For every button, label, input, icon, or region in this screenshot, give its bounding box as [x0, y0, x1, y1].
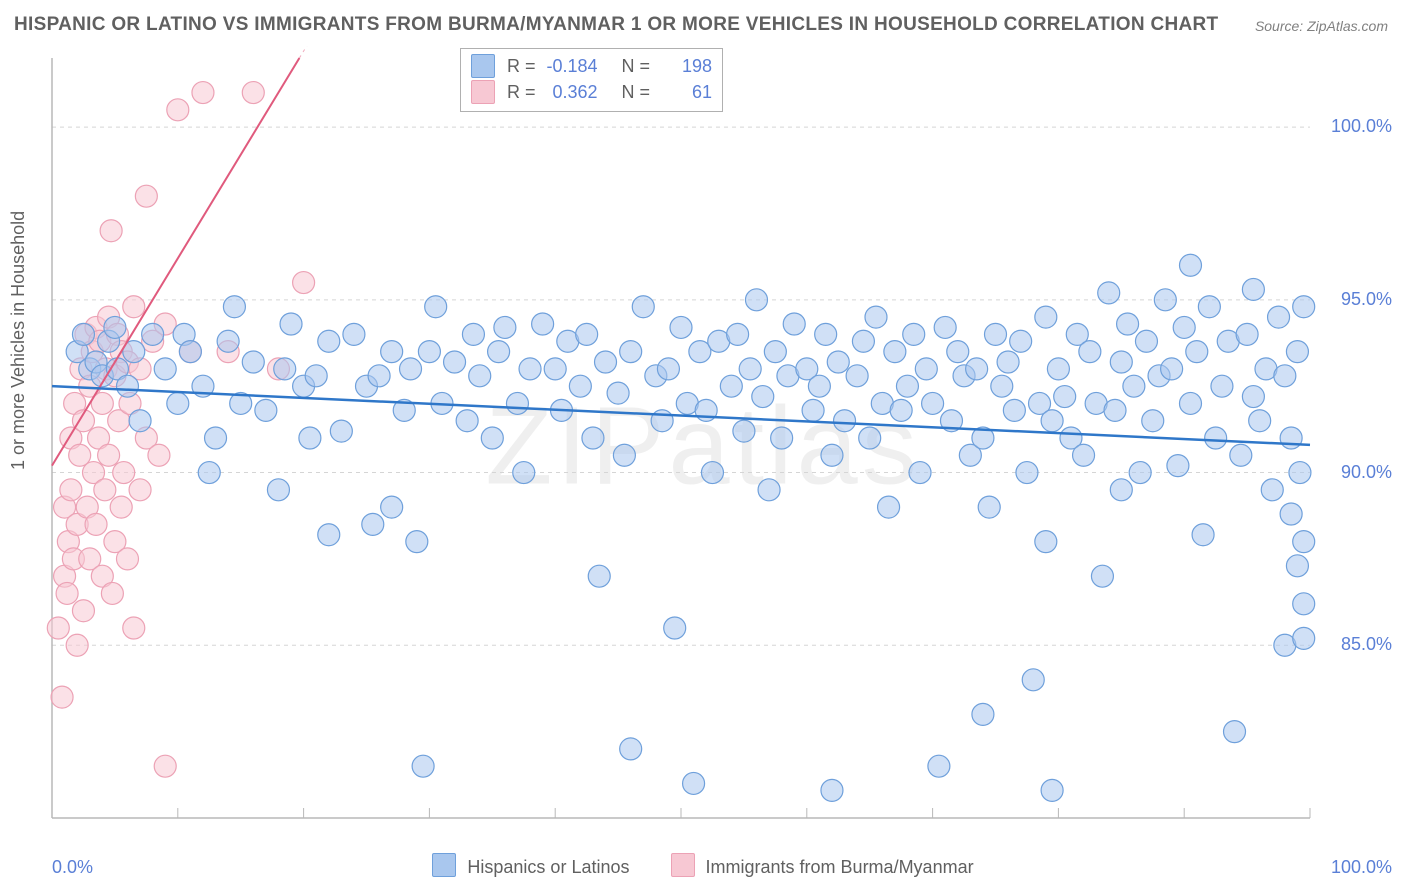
bottom-legend: Hispanics or Latinos Immigrants from Bur… — [0, 853, 1406, 878]
swatch-blue — [432, 853, 456, 877]
y-tick-label: 100.0% — [1331, 116, 1392, 137]
n-value-pink: 61 — [658, 79, 712, 105]
source-value: ZipAtlas.com — [1307, 18, 1388, 34]
n-value-blue: 198 — [658, 53, 712, 79]
y-tick-label: 85.0% — [1341, 634, 1392, 655]
legend-item-blue: Hispanics or Latinos — [432, 857, 634, 877]
y-tick-label: 95.0% — [1341, 289, 1392, 310]
legend-label-pink: Immigrants from Burma/Myanmar — [706, 857, 974, 877]
stats-legend-box: R = -0.184 N = 198 R = 0.362 N = 61 — [460, 48, 723, 112]
swatch-pink — [471, 80, 495, 104]
scatter-plot — [44, 46, 1390, 848]
y-axis-label: 1 or more Vehicles in Household — [8, 211, 29, 470]
source-label: Source: — [1255, 18, 1303, 34]
n-label: N = — [622, 53, 651, 79]
n-label: N = — [622, 79, 651, 105]
r-value-pink: 0.362 — [544, 79, 598, 105]
y-tick-label: 90.0% — [1341, 462, 1392, 483]
swatch-blue — [471, 54, 495, 78]
legend-item-pink: Immigrants from Burma/Myanmar — [671, 857, 974, 877]
legend-label-blue: Hispanics or Latinos — [467, 857, 629, 877]
chart-title: HISPANIC OR LATINO VS IMMIGRANTS FROM BU… — [14, 14, 1218, 36]
source-attribution: Source: ZipAtlas.com — [1255, 18, 1388, 34]
r-label: R = — [507, 53, 536, 79]
r-label: R = — [507, 79, 536, 105]
stats-row-pink: R = 0.362 N = 61 — [471, 79, 712, 105]
swatch-pink — [671, 853, 695, 877]
r-value-blue: -0.184 — [544, 53, 598, 79]
stats-row-blue: R = -0.184 N = 198 — [471, 53, 712, 79]
